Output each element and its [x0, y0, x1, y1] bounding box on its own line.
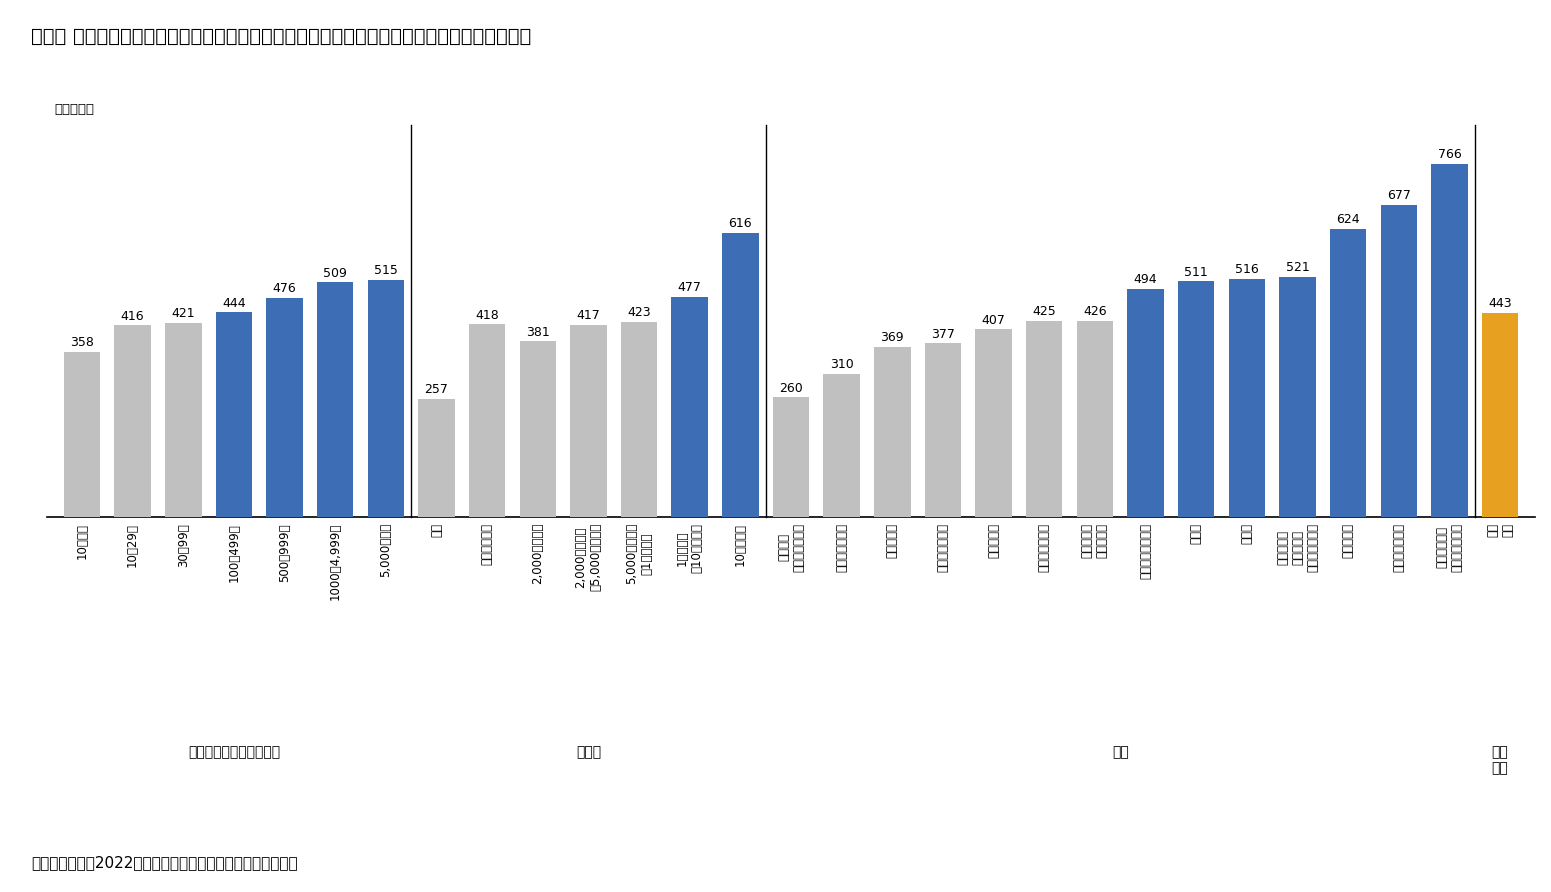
Text: 業種: 業種: [1112, 745, 1129, 759]
Bar: [1076, 320, 1114, 517]
Text: 624: 624: [1337, 213, 1360, 227]
Text: 407: 407: [982, 314, 1005, 326]
Bar: [1228, 279, 1266, 517]
Bar: [976, 329, 1011, 517]
Text: 単位：万円: 単位：万円: [54, 103, 95, 116]
Bar: [164, 323, 202, 517]
Bar: [723, 233, 758, 517]
Bar: [267, 298, 302, 517]
Text: 511: 511: [1185, 266, 1208, 278]
Text: 766: 766: [1438, 148, 1461, 161]
Text: 425: 425: [1033, 305, 1056, 318]
Text: 257: 257: [425, 383, 448, 396]
Bar: [924, 343, 962, 517]
Text: 476: 476: [273, 282, 296, 294]
Bar: [520, 342, 555, 517]
Text: 521: 521: [1286, 261, 1309, 274]
Bar: [1280, 277, 1315, 517]
Text: 369: 369: [881, 331, 904, 344]
Text: 477: 477: [678, 281, 701, 294]
Text: 出所）国税庁（2022）「令和３年分民間給与実態統計調査」: 出所）国税庁（2022）「令和３年分民間給与実態統計調査」: [31, 855, 298, 870]
Text: 423: 423: [627, 306, 651, 319]
Bar: [1432, 163, 1467, 517]
Bar: [115, 326, 150, 517]
Text: 677: 677: [1387, 189, 1411, 202]
Text: 381: 381: [526, 326, 549, 339]
Bar: [772, 397, 810, 517]
Text: 260: 260: [779, 382, 803, 394]
Text: 426: 426: [1083, 305, 1107, 318]
Bar: [620, 322, 658, 517]
Text: 416: 416: [121, 310, 144, 323]
Bar: [468, 325, 506, 517]
Bar: [875, 347, 910, 517]
Text: 421: 421: [172, 307, 195, 320]
Text: 418: 418: [475, 309, 499, 322]
Text: 443: 443: [1489, 297, 1512, 310]
Text: 358: 358: [70, 336, 95, 350]
Text: 377: 377: [931, 327, 955, 341]
Bar: [1380, 205, 1418, 517]
Bar: [824, 375, 859, 517]
Bar: [64, 352, 101, 517]
Bar: [1481, 313, 1518, 517]
Text: 事業所規模（従業員数）: 事業所規模（従業員数）: [188, 745, 281, 759]
Text: 516: 516: [1235, 263, 1259, 277]
Bar: [1128, 289, 1163, 517]
Text: 509: 509: [323, 267, 347, 279]
Bar: [316, 283, 354, 517]
Bar: [672, 297, 707, 517]
Text: 494: 494: [1134, 274, 1157, 286]
Text: 全体
平均: 全体 平均: [1492, 745, 1509, 775]
Bar: [1177, 281, 1214, 517]
Bar: [571, 325, 606, 517]
Bar: [419, 399, 454, 517]
Bar: [216, 312, 253, 517]
Bar: [1027, 321, 1062, 517]
Text: 616: 616: [729, 217, 752, 230]
Text: 444: 444: [222, 296, 245, 310]
Text: 図表５ 事業所規模・資本金・業種別１年を通じて勤務した給与所得者の１人当たりの平均給与: 図表５ 事業所規模・資本金・業種別１年を通じて勤務した給与所得者の１人当たりの平…: [31, 27, 532, 45]
Text: 資本金: 資本金: [575, 745, 600, 759]
Text: 310: 310: [830, 359, 853, 371]
Bar: [1329, 229, 1366, 517]
Text: 515: 515: [374, 264, 397, 277]
Text: 417: 417: [577, 309, 600, 322]
Bar: [368, 279, 405, 517]
